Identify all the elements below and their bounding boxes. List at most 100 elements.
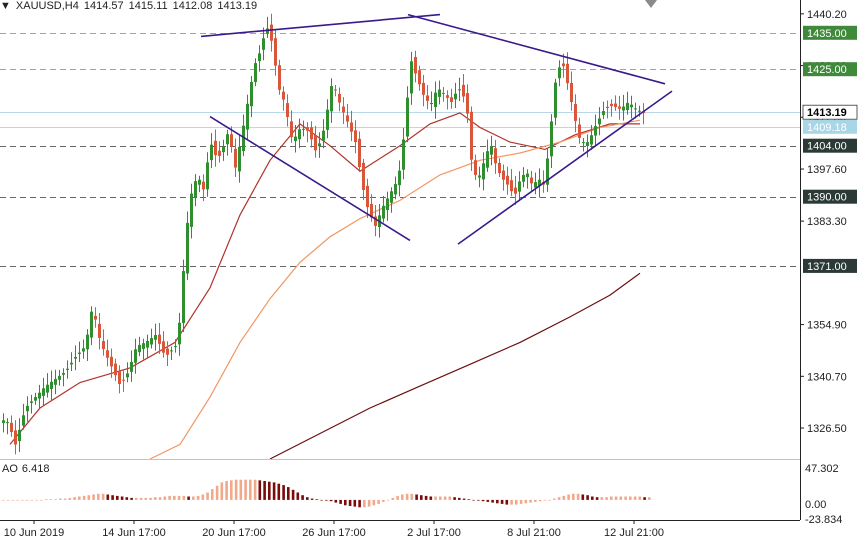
candle-body bbox=[390, 191, 393, 203]
candle-body bbox=[138, 344, 141, 353]
ao-bar bbox=[306, 497, 309, 500]
ao-bar bbox=[192, 496, 195, 500]
candle-body bbox=[170, 350, 173, 352]
candle-body bbox=[530, 177, 533, 184]
candle-body bbox=[362, 162, 365, 190]
ao-bar bbox=[410, 493, 414, 500]
ao-bar bbox=[481, 499, 485, 502]
candle-body bbox=[46, 384, 49, 393]
ao-bar bbox=[543, 499, 547, 501]
ao-histogram bbox=[2, 479, 651, 508]
ao-bar bbox=[491, 499, 494, 503]
candle-body bbox=[214, 140, 217, 156]
ao-bar bbox=[73, 497, 76, 500]
candle-body bbox=[242, 125, 245, 152]
candle-body bbox=[346, 115, 349, 122]
ao-bar bbox=[358, 499, 361, 508]
ao-bar bbox=[30, 499, 34, 501]
moving-average-line bbox=[149, 119, 641, 460]
candle-body bbox=[6, 422, 9, 424]
ao-header: AO 6.418 bbox=[2, 463, 53, 475]
candle-body bbox=[74, 357, 77, 359]
candle-body bbox=[490, 146, 493, 155]
ao-bar bbox=[600, 497, 604, 500]
candle-body bbox=[206, 162, 209, 190]
candle-body bbox=[78, 352, 81, 354]
ao-bar bbox=[82, 495, 86, 500]
candle-body bbox=[142, 343, 145, 349]
ao-bar bbox=[287, 487, 290, 500]
candle-body bbox=[38, 392, 41, 399]
candle-body bbox=[394, 184, 397, 195]
candle-body bbox=[158, 334, 161, 344]
candle-body bbox=[606, 106, 609, 108]
low-value: 1412.08 bbox=[172, 0, 213, 12]
ao-bar bbox=[633, 496, 637, 500]
candle-body bbox=[426, 95, 429, 101]
candle-body bbox=[634, 108, 637, 110]
candle-body bbox=[202, 181, 205, 190]
scroll-marker-icon[interactable] bbox=[645, 0, 657, 8]
candle-body bbox=[518, 181, 521, 192]
ao-bar bbox=[524, 499, 528, 504]
ao-bar bbox=[448, 496, 452, 500]
ao-bar bbox=[253, 479, 257, 500]
time-tick-label: 20 Jun 17:00 bbox=[202, 527, 266, 539]
ao-bar bbox=[40, 499, 43, 501]
candle-body bbox=[198, 179, 201, 185]
candle-body bbox=[510, 180, 513, 192]
candle-body bbox=[550, 121, 553, 157]
candle-body bbox=[310, 127, 313, 140]
ao-bar bbox=[154, 497, 157, 500]
candle-body bbox=[238, 146, 241, 172]
candle-body bbox=[402, 139, 405, 170]
candle-body bbox=[222, 146, 225, 153]
candle-body bbox=[442, 92, 445, 94]
close-value: 1413.19 bbox=[217, 0, 258, 12]
trendlines[interactable] bbox=[200, 13, 673, 245]
ao-bar bbox=[614, 496, 618, 500]
ao-bar bbox=[529, 499, 532, 503]
ao-bar bbox=[643, 497, 646, 500]
ao-bar bbox=[182, 495, 186, 500]
ao-bar bbox=[135, 497, 138, 500]
candle-body bbox=[162, 341, 165, 353]
candle-body bbox=[574, 104, 577, 121]
ao-bar bbox=[591, 496, 594, 500]
price-label-box bbox=[803, 138, 857, 153]
time-tick-label: 10 Jun 2019 bbox=[4, 527, 65, 539]
ao-bar bbox=[106, 494, 110, 500]
candle-body bbox=[370, 204, 373, 218]
candle-body bbox=[562, 63, 565, 67]
candle-body bbox=[482, 163, 485, 180]
price-label-text: 1413.19 bbox=[807, 107, 847, 119]
candle-body bbox=[166, 348, 169, 355]
ao-bar bbox=[576, 493, 580, 500]
price-label-box bbox=[803, 119, 857, 134]
ao-bar bbox=[230, 480, 233, 500]
candle-body bbox=[474, 160, 477, 175]
candle-body bbox=[610, 103, 613, 107]
candle-body bbox=[266, 28, 269, 34]
ao-bar bbox=[462, 498, 466, 500]
price-axis-labels: 1435.00 1425.00 1413.19 1409.18 1404.00 1390.… bbox=[802, 25, 858, 273]
ao-bar bbox=[225, 481, 228, 500]
candle-body bbox=[150, 338, 153, 345]
candle-body bbox=[130, 362, 133, 372]
ao-bar bbox=[130, 497, 133, 500]
candle-body bbox=[418, 70, 421, 85]
candle-body bbox=[386, 198, 389, 210]
symbol-label: XAUUSD,H4 bbox=[15, 0, 79, 12]
candle-body bbox=[558, 67, 561, 79]
candle-body bbox=[366, 185, 369, 208]
candle-body bbox=[262, 38, 265, 50]
candle-body bbox=[86, 334, 89, 350]
dropdown-arrow-icon[interactable]: ▼ bbox=[0, 0, 11, 12]
candle-body bbox=[446, 95, 449, 98]
ao-bar bbox=[296, 492, 300, 500]
ao-bar bbox=[367, 499, 371, 507]
candle-body bbox=[102, 341, 105, 349]
